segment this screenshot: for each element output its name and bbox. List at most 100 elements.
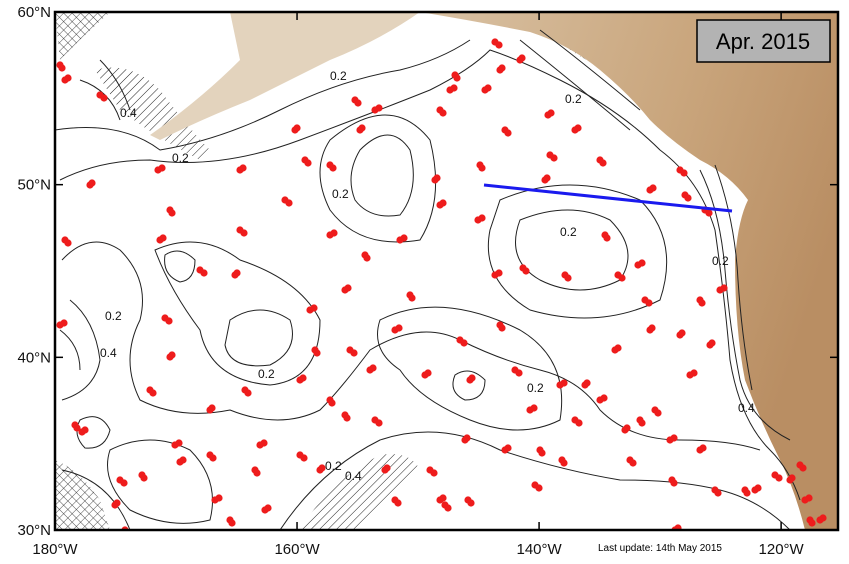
float: [400, 234, 408, 242]
float: [743, 489, 751, 497]
float: [690, 369, 698, 377]
contour-label: 0.2: [712, 254, 729, 268]
float: [515, 369, 523, 377]
float: [354, 99, 362, 107]
x-tick-label: 160°W: [274, 541, 320, 558]
float: [484, 84, 492, 92]
float: [538, 449, 546, 457]
contour-label: 0.2: [325, 459, 342, 473]
float: [638, 259, 646, 267]
float: [260, 439, 268, 447]
float: [168, 209, 176, 217]
float: [808, 519, 816, 527]
float: [705, 209, 713, 217]
land-alaska: [150, 12, 420, 140]
x-tick-label: 180°W: [32, 541, 78, 558]
float: [408, 294, 416, 302]
float: [805, 494, 813, 502]
contour: [350, 134, 414, 217]
float: [543, 174, 551, 182]
float: [708, 339, 716, 347]
float: [64, 74, 72, 82]
contour: [452, 370, 486, 401]
float: [244, 389, 252, 397]
float: [463, 434, 471, 442]
contour: [59, 299, 101, 401]
contour-label: 0.4: [100, 346, 117, 360]
float: [522, 267, 530, 275]
contour: [487, 184, 668, 319]
float: [819, 514, 827, 522]
contour-label: 0.2: [560, 225, 577, 239]
float: [375, 104, 383, 112]
float: [88, 179, 96, 187]
float: [208, 404, 216, 412]
float: [100, 94, 108, 102]
contour: [76, 416, 111, 449]
float: [328, 399, 336, 407]
float: [600, 394, 608, 402]
float: [498, 64, 506, 72]
x-tick-label: 140°W: [516, 541, 562, 558]
float: [363, 254, 371, 262]
float: [375, 419, 383, 427]
float: [239, 164, 247, 172]
contour-label: 0.2: [332, 187, 349, 201]
x-tick-label: 120°W: [759, 541, 805, 558]
float: [215, 494, 223, 502]
float: [300, 454, 308, 462]
float: [358, 124, 366, 132]
float: [60, 319, 68, 327]
float: [504, 129, 512, 137]
float: [478, 164, 486, 172]
float: [453, 74, 461, 82]
float: [149, 389, 157, 397]
float: [575, 419, 583, 427]
float: [200, 269, 208, 277]
float: [179, 456, 187, 464]
float: [699, 444, 707, 452]
float: [264, 504, 272, 512]
float: [444, 504, 452, 512]
float: [629, 459, 637, 467]
float: [113, 499, 121, 507]
float: [550, 154, 558, 162]
land-america: [420, 12, 838, 530]
float: [560, 379, 568, 387]
float: [799, 464, 807, 472]
section-line: [483, 183, 733, 213]
float: [645, 299, 653, 307]
float: [467, 499, 475, 507]
float: [603, 234, 611, 242]
y-tick-label: 30°N: [17, 522, 51, 539]
float: [530, 404, 538, 412]
float: [159, 234, 167, 242]
title: Apr. 2015: [716, 29, 810, 54]
float: [684, 194, 692, 202]
float: [299, 374, 307, 382]
float: [648, 324, 656, 332]
float: [788, 474, 796, 482]
float: [649, 184, 657, 192]
contour-label: 0.2: [105, 309, 122, 323]
hatch-area: [55, 460, 110, 530]
float: [81, 426, 89, 434]
float: [460, 339, 468, 347]
float: [318, 464, 326, 472]
float: [564, 274, 572, 282]
float: [209, 454, 217, 462]
float: [424, 369, 432, 377]
float: [439, 109, 447, 117]
float: [369, 364, 377, 372]
y-tick-label: 40°N: [17, 349, 51, 366]
hatch-area: [300, 454, 420, 530]
contour: [59, 49, 801, 501]
contour: [699, 164, 791, 441]
float: [64, 239, 72, 247]
float: [313, 349, 321, 357]
float: [560, 459, 568, 467]
float: [165, 317, 173, 325]
contour-label: 0.2: [527, 381, 544, 395]
axes: 180°W 160°W 140°W 120°W 30°N 40°N 50°N 60°N: [17, 4, 838, 558]
